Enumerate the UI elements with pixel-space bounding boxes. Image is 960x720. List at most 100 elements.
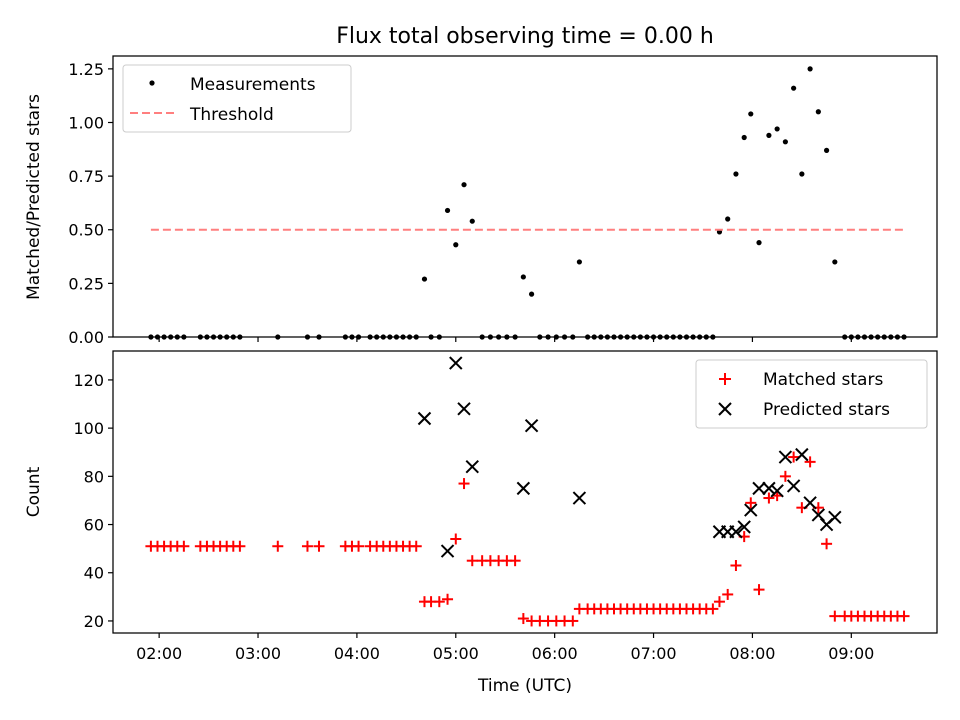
measurements-point [799, 171, 805, 177]
predicted-stars-point [737, 520, 751, 534]
predicted-stars-point [828, 510, 842, 525]
top-panel-data [148, 66, 907, 340]
bottom-y-tick-label: 20 [84, 612, 104, 631]
bottom-panel-data [145, 356, 910, 627]
matched-stars-point [234, 540, 246, 552]
measurements-point [469, 218, 475, 224]
top-panel-y-axis-label: Matched/Predicted stars [24, 94, 44, 300]
matched-stars-point [450, 533, 462, 545]
top-panel: 0.00 0.25 0.50 0.75 1.00 1.25 Matched/Predict… [24, 55, 938, 347]
matched-stars-point [821, 538, 833, 550]
legend-label-measurements: Measurements [190, 75, 316, 95]
matched-stars-point [829, 610, 841, 622]
top-legend: Measurements Threshold [122, 64, 352, 133]
matched-stars-point [517, 613, 529, 625]
matched-stars-point [410, 540, 422, 552]
bottom-x-tick-label: 07:00 [630, 644, 676, 663]
x-axis-label: Time (UTC) [477, 676, 572, 696]
predicted-stars-point [449, 356, 463, 370]
bottom-legend: Matched stars Predicted stars [695, 359, 928, 429]
bottom-x-tick-label: 08:00 [729, 644, 775, 663]
predicted-stars-point [744, 503, 758, 517]
predicted-stars-point [457, 402, 471, 416]
bottom-x-tick-label: 02:00 [136, 644, 182, 663]
measurements-point [782, 139, 788, 145]
measurements-point [748, 111, 754, 117]
matched-stars-point [730, 560, 742, 572]
matched-stars-point [458, 478, 470, 490]
matched-stars-point [509, 555, 521, 567]
predicted-stars-point [417, 411, 432, 426]
matched-stars-point [442, 593, 454, 605]
predicted-stars-point [795, 447, 809, 462]
bottom-y-tick-label: 100 [73, 419, 104, 438]
bottom-y-tick-label: 60 [84, 516, 104, 535]
top-legend-box [122, 64, 352, 133]
measurements-point [823, 147, 830, 153]
predicted-stars-point [803, 496, 817, 510]
top-panel-x-ticks [158, 337, 852, 342]
top-y-tick-label: 0.00 [68, 328, 104, 347]
matched-stars-point [313, 540, 325, 552]
bottom-x-tick-label: 04:00 [334, 644, 380, 663]
predicted-stars-point [440, 544, 455, 558]
top-y-tick-label: 0.25 [68, 274, 104, 293]
bottom-panel-y-ticks: 20 40 60 80 100 120 [73, 371, 113, 631]
top-y-tick-label: 1.00 [68, 113, 104, 132]
legend-label-matched-stars: Matched stars [763, 370, 883, 390]
measurements-point [725, 216, 731, 222]
matched-stars-point [301, 540, 313, 552]
predicted-stars-point [729, 525, 743, 539]
top-panel-title: Flux total observing time = 0.00 h [336, 24, 714, 49]
bottom-panel: 20 40 60 80 100 120 02:00 03:00 04:00 05:00 06:00… [24, 350, 938, 696]
measurements-point [576, 259, 582, 265]
predicted-stars-point [516, 481, 531, 496]
bottom-y-tick-label: 80 [84, 467, 104, 486]
measurements-point [807, 66, 813, 72]
matched-stars-point [763, 492, 775, 504]
bottom-x-tick-label: 06:00 [532, 644, 578, 663]
predicted-stars-point [465, 459, 479, 474]
matched-stars-point [722, 588, 734, 600]
predicted-stars-point [524, 419, 539, 433]
matched-stars-point [272, 540, 284, 552]
top-panel-frame [112, 55, 938, 338]
measurements-point [815, 109, 821, 115]
measurements-point [756, 240, 762, 246]
top-y-tick-label: 0.75 [68, 167, 104, 186]
predicted-stars-point [762, 481, 776, 496]
matched-stars-point [804, 456, 816, 468]
measurements-point [832, 259, 838, 265]
matched-stars-point [713, 596, 725, 608]
predicted-stars-point [572, 491, 587, 505]
bottom-panel-x-ticks: 02:00 03:00 04:00 05:00 06:00 07:00 08:00 09:00 [136, 633, 874, 663]
measurements-point [453, 242, 459, 248]
top-panel-y-ticks: 0.00 0.25 0.50 0.75 1.00 1.25 [68, 60, 113, 347]
measurements-point [774, 126, 780, 132]
legend-marker-predicted-stars [718, 402, 732, 416]
measurements-point [520, 274, 526, 280]
bottom-x-tick-label: 09:00 [828, 644, 874, 663]
matched-stars-point [433, 596, 445, 608]
matched-stars-point [788, 451, 800, 463]
measurements-point [528, 291, 535, 297]
measurements-point [421, 276, 428, 282]
measurements-point [733, 171, 739, 177]
legend-marker-matched-stars [719, 373, 731, 385]
matched-stars-point [779, 470, 791, 482]
predicted-stars-point [770, 484, 784, 498]
predicted-stars-point [778, 450, 793, 464]
bottom-x-tick-label: 05:00 [433, 644, 479, 663]
matched-stars-point [178, 540, 190, 552]
matched-stars-point [753, 584, 765, 596]
matched-stars-point [707, 603, 719, 615]
bottom-panel-frame [112, 350, 938, 634]
matched-stars-point [466, 555, 478, 567]
predicted-stars-point [786, 479, 801, 493]
matched-stars-point [567, 615, 579, 627]
legend-label-predicted-stars: Predicted stars [763, 400, 890, 420]
measurements-point [766, 132, 772, 138]
bottom-panel-y-axis-label: Count [24, 466, 44, 517]
bottom-legend-box [695, 359, 928, 429]
